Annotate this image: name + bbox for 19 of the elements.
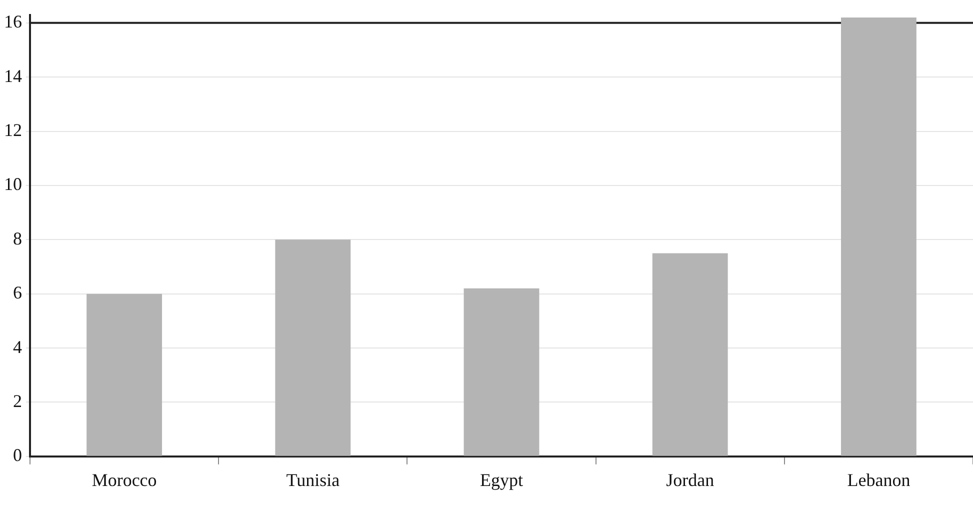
y-tick-label: 6 [13, 282, 22, 303]
bar [86, 294, 162, 456]
x-tick-label: Egypt [480, 470, 523, 490]
bar [275, 240, 351, 456]
y-tick-label: 4 [13, 336, 22, 357]
bar [840, 18, 916, 456]
x-tick-label: Morocco [92, 470, 157, 490]
y-tick-label: 8 [13, 228, 22, 248]
y-tick-label: 10 [4, 174, 22, 194]
y-tick-label: 12 [4, 120, 22, 140]
y-tick-label: 16 [4, 12, 22, 32]
y-tick-label: 14 [4, 66, 22, 86]
x-tick-label: Jordan [666, 470, 714, 490]
y-tick-label: 2 [13, 390, 22, 411]
x-tick-label: Lebanon [847, 470, 910, 490]
x-tick-label: Tunisia [286, 470, 340, 490]
bar [652, 253, 728, 456]
bar [464, 288, 540, 456]
y-tick-label: 0 [13, 445, 22, 466]
